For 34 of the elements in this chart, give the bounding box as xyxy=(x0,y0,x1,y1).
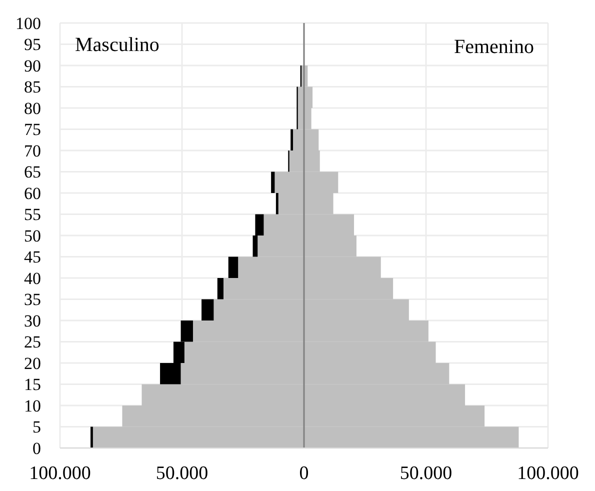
y-tick-label: 80 xyxy=(24,98,41,118)
annotation: Femenino xyxy=(454,36,534,58)
bar xyxy=(276,193,278,214)
x-tick-label: 50.000 xyxy=(400,463,452,484)
y-tick-label: 85 xyxy=(24,78,41,97)
y-tick-label: 35 xyxy=(24,290,41,310)
x-tick-label: 100.000 xyxy=(29,463,91,484)
y-tick-label: 20 xyxy=(24,354,41,373)
y-tick-label: 100 xyxy=(16,14,41,33)
x-tick-label: 0 xyxy=(299,463,309,484)
y-tick-label: 55 xyxy=(24,205,41,224)
bar xyxy=(290,129,294,150)
y-tick-label: 5 xyxy=(32,418,41,437)
y-tick-label: 45 xyxy=(24,248,41,267)
y-tick-label: 50 xyxy=(24,226,41,246)
bar xyxy=(228,256,238,278)
y-tick-label: 70 xyxy=(24,141,41,160)
x-tick-label: 100.000 xyxy=(517,463,579,484)
y-tick-label: 25 xyxy=(24,332,41,352)
y-tick-label: 15 xyxy=(24,375,41,394)
bar xyxy=(271,172,275,193)
y-tick-label: 75 xyxy=(24,120,41,140)
y-tick-label: 40 xyxy=(24,268,41,288)
bar xyxy=(202,299,214,320)
y-tick-label: 90 xyxy=(24,56,41,76)
bar xyxy=(217,278,224,300)
annotation: Masculino xyxy=(75,34,160,56)
y-tick-label: 95 xyxy=(24,35,41,54)
y-tick-label: 60 xyxy=(24,184,41,203)
y-tick-label: 65 xyxy=(24,162,41,182)
y-tick-label: 10 xyxy=(24,396,41,416)
y-tick-label: 30 xyxy=(24,311,41,330)
y-tick-label: 0 xyxy=(32,438,41,458)
x-tick-label: 50.000 xyxy=(156,463,208,484)
